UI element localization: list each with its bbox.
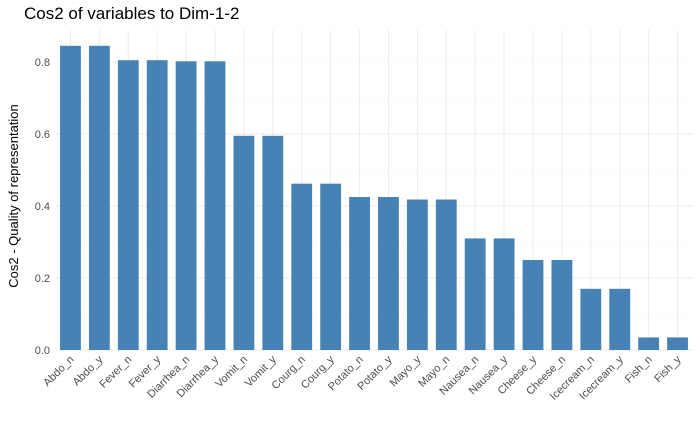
chart-title: Cos2 of variables to Dim-1-2 xyxy=(24,4,240,23)
bar-Potato_n xyxy=(349,197,370,350)
bar-Potato_y xyxy=(378,197,399,350)
bar-Cheese_y xyxy=(522,260,544,350)
bar-Courg_y xyxy=(320,183,342,350)
y-tick-label: 0.8 xyxy=(35,57,50,69)
bar-Mayo_n xyxy=(435,199,457,350)
y-tick-label: 0.0 xyxy=(35,345,50,357)
bar-Nausea_n xyxy=(464,238,486,350)
bar-Abdo_y xyxy=(88,45,110,351)
y-tick-label: 0.4 xyxy=(35,201,50,213)
bar-Fish_n xyxy=(638,337,660,350)
bar-Icecream_n xyxy=(580,288,602,350)
bar-Diarrhea_y xyxy=(204,61,226,350)
bar-Fish_y xyxy=(667,337,688,350)
y-axis-title: Cos2 - Quality of representation xyxy=(6,104,21,288)
x-tick-label: Vomit_n xyxy=(213,354,250,391)
bars xyxy=(60,45,688,351)
bar-Nausea_y xyxy=(493,238,515,350)
bar-Vomit_n xyxy=(233,135,255,350)
bar-Vomit_y xyxy=(262,135,284,350)
bar-Icecream_y xyxy=(609,288,631,350)
y-tick-label: 0.6 xyxy=(35,129,50,141)
x-tick-label: Fish_n xyxy=(623,354,655,386)
x-tick-label: Abdo_n xyxy=(41,354,76,389)
bar-Abdo_n xyxy=(60,45,81,351)
bar-Fever_y xyxy=(146,60,168,350)
x-tick-label: Fish_y xyxy=(652,353,684,385)
bar-Mayo_y xyxy=(406,199,428,350)
bar-Courg_n xyxy=(291,183,313,350)
bar-Diarrhea_n xyxy=(175,61,197,350)
y-tick-label: 0.2 xyxy=(35,273,50,285)
y-ticks: 0.0 0.2 0.4 0.6 0.8 xyxy=(35,57,50,357)
bar-Cheese_n xyxy=(551,260,573,350)
x-ticks: Abdo_nAbdo_yFever_nFever_yDiarrhea_nDiar… xyxy=(41,353,684,402)
bar-Fever_n xyxy=(117,60,139,350)
